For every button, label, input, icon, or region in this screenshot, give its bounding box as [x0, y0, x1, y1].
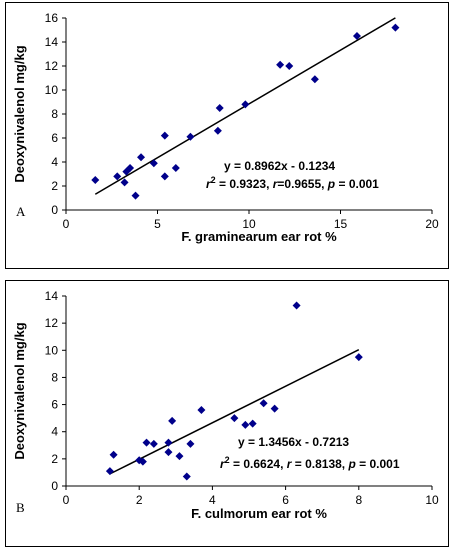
data-point [160, 172, 169, 181]
data-point [241, 420, 250, 429]
y-tick-label: 10 [45, 343, 59, 357]
data-point [230, 414, 239, 423]
x-tick-label: 0 [63, 217, 70, 231]
data-point [149, 159, 158, 168]
data-point [91, 176, 100, 184]
data-point [270, 404, 279, 413]
data-point [248, 419, 257, 428]
x-tick-label: 6 [282, 493, 289, 507]
scatter-chart-b: 0 2 4 6 8 10 12 14 0 2 4 6 8 10 y = 1.3456x - 0.7213 r2… [12, 289, 439, 521]
y-tick-label: 12 [45, 316, 59, 330]
y-tick-label: 0 [51, 203, 58, 217]
data-point [137, 153, 146, 162]
y-tick-label: 16 [45, 11, 59, 25]
data-point [391, 23, 400, 32]
trendline [109, 349, 360, 475]
data-point [175, 452, 184, 461]
x-tick-label: 5 [154, 217, 161, 231]
data-point [354, 353, 363, 362]
data-point [120, 178, 129, 187]
data-point [138, 457, 147, 466]
y-tick-label: 6 [51, 131, 58, 145]
data-point [105, 467, 114, 476]
data-point [276, 60, 285, 69]
y-axis-label: Deoxynivalenol mg/kg [12, 322, 27, 459]
regression-stats: r2 = 0.9323, r=0.9655, p = 0.001 [206, 175, 379, 191]
data-point [292, 301, 301, 310]
data-point [171, 164, 180, 172]
scatter-chart-a: 0 2 4 6 8 10 12 14 16 0 5 10 15 20 y = 0.8962x - 0.123… [12, 11, 439, 244]
y-axis-label: Deoxynivalenol mg/kg [12, 45, 27, 182]
regression-equation: y = 1.3456x - 0.7213 [238, 435, 349, 449]
y-tick-label: 4 [51, 155, 58, 169]
x-axis-label: F. graminearum ear rot % [181, 229, 337, 244]
data-point [285, 62, 294, 70]
x-tick-label: 20 [425, 217, 439, 231]
data-point [186, 132, 195, 141]
x-tick-label: 2 [136, 493, 143, 507]
regression-stats: r2 = 0.6624, r = 0.8138, p = 0.001 [220, 455, 400, 471]
data-point [241, 100, 250, 109]
data-point [186, 439, 195, 448]
x-tick-label: 15 [334, 217, 348, 231]
data-point [135, 456, 144, 465]
data-point [142, 438, 151, 447]
data-point [182, 472, 191, 481]
data-point [215, 104, 224, 112]
data-point [164, 448, 173, 457]
data-point [197, 406, 206, 414]
x-tick-label: 10 [242, 217, 256, 231]
data-point [164, 438, 173, 447]
y-tick-label: 6 [51, 398, 58, 412]
x-tick-label: 4 [209, 493, 216, 507]
data-point [160, 131, 169, 140]
x-axis-label: F. culmorum ear rot % [191, 506, 327, 521]
y-tick-label: 8 [51, 370, 58, 384]
data-point [109, 450, 118, 459]
data-point [131, 191, 140, 200]
y-tick-label: 2 [51, 179, 58, 193]
y-tick-label: 14 [45, 35, 59, 49]
panel-label: A [16, 204, 26, 219]
y-tick-label: 2 [51, 452, 58, 466]
y-tick-label: 10 [45, 83, 59, 97]
chart-panel-b: 0 2 4 6 8 10 12 14 0 2 4 6 8 10 y = 1.3456x - 0.7213 r2… [5, 280, 449, 547]
data-point [168, 416, 177, 425]
x-tick-label: 8 [355, 493, 362, 507]
data-point [113, 172, 122, 181]
y-tick-label: 12 [45, 59, 59, 73]
regression-equation: y = 0.8962x - 0.1234 [224, 159, 335, 173]
data-point [213, 126, 222, 135]
data-point [310, 75, 319, 84]
chart-panel-a: 0 2 4 6 8 10 12 14 16 0 5 10 15 20 y = 0.8962x - 0.123… [5, 2, 449, 269]
y-tick-label: 4 [51, 425, 58, 439]
data-point [149, 439, 158, 448]
x-tick-label: 10 [425, 493, 439, 507]
y-tick-label: 14 [45, 289, 59, 303]
data-point [259, 399, 268, 408]
y-tick-label: 8 [51, 107, 58, 121]
panel-label: B [16, 500, 25, 515]
x-tick-label: 0 [63, 493, 70, 507]
data-point [126, 164, 135, 172]
data-point [352, 32, 361, 40]
y-tick-label: 0 [51, 479, 58, 493]
